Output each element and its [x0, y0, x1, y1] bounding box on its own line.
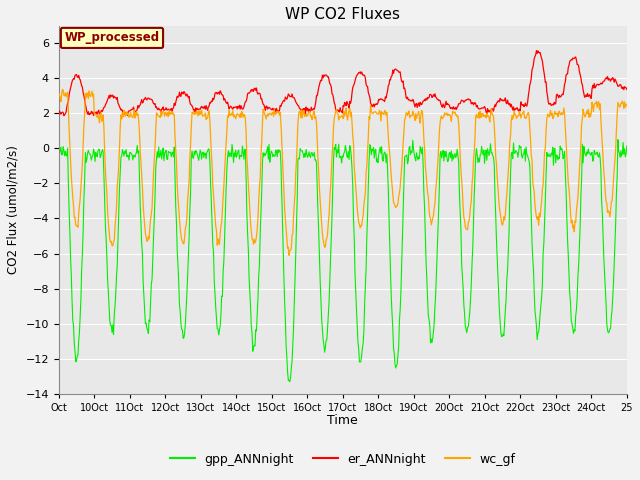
gpp_ANNnight [286, 379, 294, 384]
Line: wc_gf: wc_gf [59, 90, 627, 255]
wc_gf [255, 198, 262, 204]
gpp_ANNnight [434, 228, 442, 234]
er_ANNnight [60, 113, 68, 119]
gpp_ANNnight [122, 150, 129, 156]
gpp_ANNnight [276, 147, 284, 153]
gpp_ANNnight [226, 150, 234, 156]
wc_gf [59, 87, 67, 93]
er_ANNnight [227, 103, 234, 109]
er_ANNnight [623, 86, 630, 92]
er_ANNnight [255, 90, 262, 96]
wc_gf [276, 109, 284, 115]
wc_gf [623, 101, 630, 107]
Text: WP_processed: WP_processed [65, 31, 159, 45]
Line: er_ANNnight: er_ANNnight [59, 50, 627, 116]
wc_gf [435, 144, 442, 149]
er_ANNnight [532, 48, 540, 53]
wc_gf [285, 252, 293, 258]
wc_gf [403, 110, 411, 116]
er_ANNnight [276, 103, 284, 108]
er_ANNnight [403, 95, 410, 100]
Y-axis label: CO2 Flux (umol/m2/s): CO2 Flux (umol/m2/s) [7, 145, 20, 274]
gpp_ANNnight [403, 153, 410, 159]
gpp_ANNnight [623, 143, 630, 149]
Line: gpp_ANNnight: gpp_ANNnight [59, 140, 627, 382]
er_ANNnight [122, 109, 130, 115]
Title: WP CO2 Fluxes: WP CO2 Fluxes [285, 7, 400, 22]
Legend: gpp_ANNnight, er_ANNnight, wc_gf: gpp_ANNnight, er_ANNnight, wc_gf [164, 448, 521, 471]
wc_gf [55, 90, 63, 96]
wc_gf [122, 109, 130, 115]
gpp_ANNnight [55, 149, 63, 155]
er_ANNnight [434, 96, 442, 102]
X-axis label: Time: Time [328, 414, 358, 427]
gpp_ANNnight [254, 295, 262, 301]
gpp_ANNnight [614, 137, 621, 143]
er_ANNnight [55, 111, 63, 117]
wc_gf [227, 112, 234, 118]
